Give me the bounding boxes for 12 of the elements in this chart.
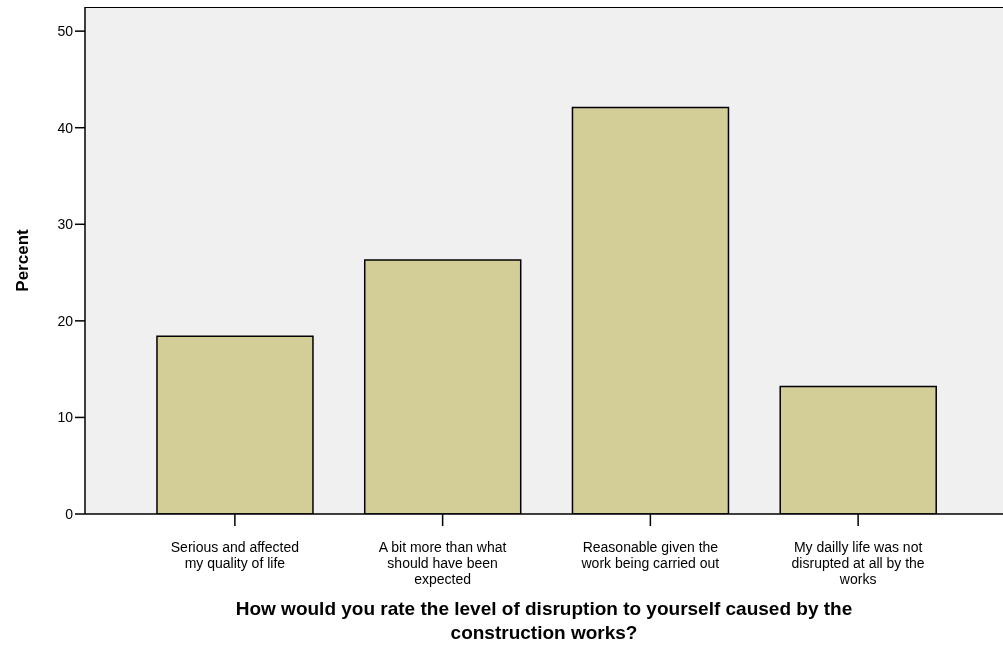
- y-axis-title: Percent: [13, 228, 33, 292]
- x-tick-label: My dailly life was not disrupted at all by the works: [791, 539, 925, 587]
- x-tick-label: A bit more than what should have been expected: [378, 539, 507, 587]
- y-tick-label: 10: [57, 409, 74, 426]
- x-tick-label: Reasonable given the work being carried out: [580, 539, 720, 571]
- x-axis-title: How would you rate the level of disruption to yourself caused by the construction works?: [234, 597, 854, 645]
- y-tick-label: 50: [57, 23, 74, 40]
- y-tick-label: 30: [57, 216, 74, 233]
- y-tick-label: 40: [57, 119, 74, 136]
- y-tick-label: 20: [57, 312, 74, 329]
- x-tick-label: Serious and affected my quality of life: [170, 539, 299, 571]
- y-tick-label: 0: [65, 505, 74, 522]
